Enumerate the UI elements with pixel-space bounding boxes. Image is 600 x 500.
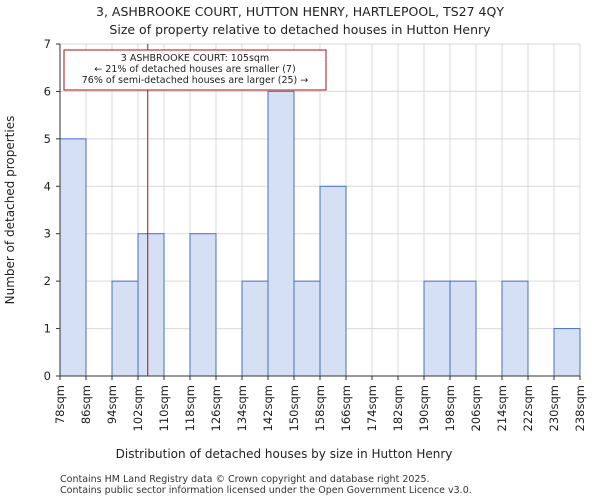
x-tick-label-238sqm: 238sqm [573, 385, 587, 431]
x-tick-label-118sqm: 118sqm [183, 385, 197, 431]
y-tick-label-5: 5 [44, 132, 51, 146]
footer-line-1: Contains HM Land Registry data © Crown c… [60, 474, 430, 485]
bar-78sqm [59, 138, 87, 377]
annotation-box-border [63, 49, 327, 91]
bar-102sqm [137, 233, 165, 377]
y-axis-label: Number of detached properties [3, 116, 17, 305]
bar-142sqm [267, 90, 295, 377]
x-tick-label-214sqm: 214sqm [495, 385, 509, 431]
y-tick-label-4: 4 [44, 179, 51, 193]
annotation-box: 3 ASHBROOKE COURT: 105sqm ← 21% of detac… [63, 49, 327, 91]
x-tick-label-190sqm: 190sqm [417, 385, 431, 431]
annotation-line-3: 76% of semi-detached houses are larger (… [82, 75, 309, 86]
x-tick-label-206sqm: 206sqm [469, 385, 483, 431]
chart-title: 3, ASHBROOKE COURT, HUTTON HENRY, HARTLE… [96, 4, 504, 19]
y-ticks: 0 1 2 3 4 5 6 7 [44, 37, 60, 383]
x-axis-label: Distribution of detached houses by size … [116, 447, 453, 461]
footer-line-2: Contains public sector information licen… [60, 485, 472, 496]
bar-134sqm [241, 280, 269, 377]
bar-214sqm [501, 280, 529, 377]
x-tick-label-230sqm: 230sqm [547, 385, 561, 431]
y-tick-label-3: 3 [44, 227, 51, 241]
x-tick-label-94sqm: 94sqm [105, 385, 119, 424]
bar-198sqm [449, 280, 477, 377]
x-tick-label-78sqm: 78sqm [53, 385, 67, 424]
x-tick-label-86sqm: 86sqm [79, 385, 93, 424]
annotation-line-1: 3 ASHBROOKE COURT: 105sqm [121, 53, 269, 64]
bar-94sqm [111, 280, 139, 377]
x-tick-label-158sqm: 158sqm [313, 385, 327, 431]
x-tick-label-134sqm: 134sqm [235, 385, 249, 431]
x-tick-label-150sqm: 150sqm [287, 385, 301, 431]
x-ticks: 78sqm 86sqm 94sqm 102sqm 110sqm 118sqm 126sqm 1… [53, 376, 587, 431]
x-tick-label-142sqm: 142sqm [261, 385, 275, 431]
x-tick-label-222sqm: 222sqm [521, 385, 535, 431]
y-tick-label-2: 2 [44, 274, 51, 288]
y-tick-label-1: 1 [44, 322, 51, 336]
bar-190sqm [423, 280, 451, 377]
annotation-line-2: ← 21% of detached houses are smaller (7) [94, 64, 295, 75]
y-tick-label-7: 7 [44, 37, 51, 51]
bar-230sqm [553, 328, 581, 377]
bar-158sqm [319, 185, 347, 377]
x-tick-label-126sqm: 126sqm [209, 385, 223, 431]
x-tick-label-174sqm: 174sqm [365, 385, 379, 431]
bars-layer [59, 90, 581, 377]
x-tick-label-110sqm: 110sqm [157, 385, 171, 431]
chart-subtitle: Size of property relative to detached ho… [109, 22, 491, 37]
x-tick-label-166sqm: 166sqm [339, 385, 353, 431]
x-tick-label-182sqm: 182sqm [391, 385, 405, 431]
y-tick-label-6: 6 [44, 84, 51, 98]
x-tick-label-102sqm: 102sqm [131, 385, 145, 431]
x-tick-label-198sqm: 198sqm [443, 385, 457, 431]
bar-118sqm [189, 233, 217, 377]
bar-150sqm [293, 280, 321, 377]
y-tick-label-0: 0 [44, 369, 51, 383]
